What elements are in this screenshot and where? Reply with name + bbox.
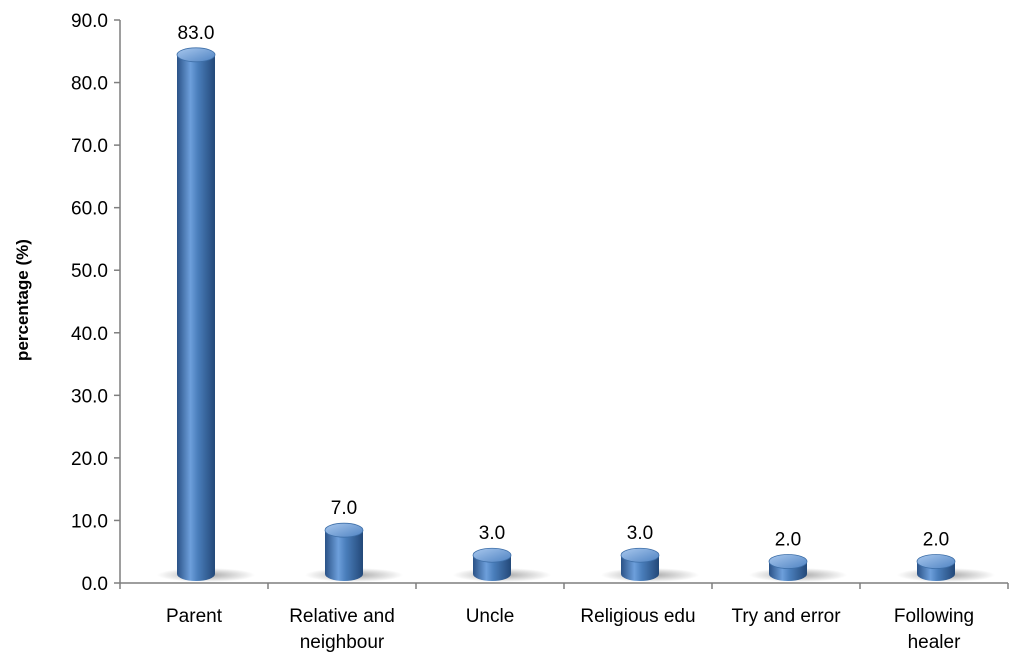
y-tick-label: 50.0	[71, 261, 108, 282]
y-tick-label: 10.0	[71, 511, 108, 532]
bars	[176, 47, 956, 582]
bar-body	[325, 530, 363, 581]
y-axis-title: percentage (%)	[13, 239, 32, 361]
y-tick-label: 30.0	[71, 386, 108, 407]
bar-top-cap	[324, 522, 364, 538]
bar-top-cap	[176, 47, 216, 63]
y-tick-label: 20.0	[71, 449, 108, 470]
bar-top-cap	[620, 547, 660, 563]
bar	[324, 522, 364, 581]
category-label: Religious edu	[580, 606, 695, 627]
y-tick-label: 40.0	[71, 324, 108, 345]
bar	[916, 554, 956, 581]
bar-body	[177, 54, 215, 582]
bar	[176, 47, 216, 582]
y-tick-label: 90.0	[71, 11, 108, 32]
bar-shadows	[157, 568, 995, 582]
bar	[620, 547, 660, 581]
axes	[119, 20, 1009, 589]
bar-top-cap	[768, 554, 808, 569]
category-label: Try and error	[731, 606, 841, 627]
category-label: Uncle	[466, 606, 515, 627]
data-label: 7.0	[331, 498, 357, 519]
category-label: Parent	[166, 606, 223, 627]
data-label: 3.0	[479, 523, 505, 544]
category-label: Following healer	[894, 606, 974, 653]
data-labels: 83.0 7.0 3.0 3.0 2.0 2.0	[178, 23, 950, 551]
y-tick-label: 80.0	[71, 74, 108, 95]
category-label: Relative and neighbour	[289, 606, 395, 653]
y-tick-label: 70.0	[71, 136, 108, 157]
bar	[472, 547, 512, 581]
y-tick-label: 0.0	[82, 574, 108, 595]
category-labels: Parent Relative and neighbour Uncle Religiou…	[166, 606, 974, 653]
data-label: 3.0	[627, 523, 653, 544]
data-label: 2.0	[923, 529, 949, 550]
bar-top-cap	[916, 554, 956, 569]
bar	[768, 554, 808, 581]
y-tick-label: 60.0	[71, 199, 108, 220]
data-label: 2.0	[775, 529, 801, 550]
y-axis-ticks: 0.0 10.0 20.0 30.0 40.0 50.0 60.0 70.0 80.0 90.0	[71, 11, 120, 595]
data-label: 83.0	[178, 23, 215, 44]
bar-top-cap	[472, 547, 512, 563]
